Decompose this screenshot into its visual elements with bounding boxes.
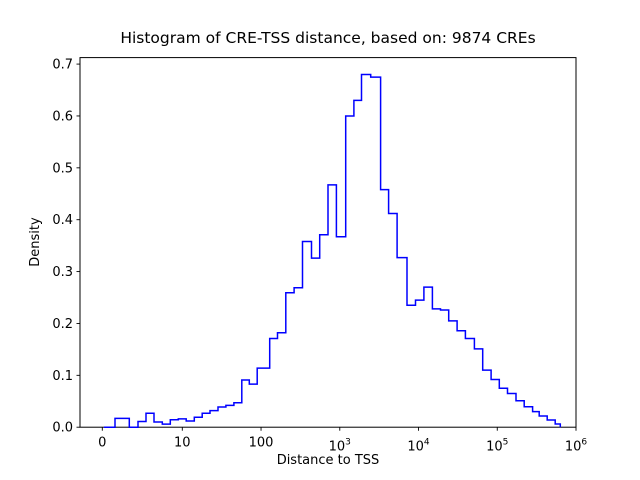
x-axis-label: Distance to TSS bbox=[277, 453, 380, 468]
y-tick-label: 0.0 bbox=[52, 421, 73, 436]
y-tick-label: 0.2 bbox=[52, 317, 73, 332]
y-tick-label: 0.4 bbox=[52, 213, 73, 228]
x-tick-label: 106 bbox=[565, 438, 588, 455]
chart-title: Histogram of CRE-TSS distance, based on:… bbox=[120, 29, 535, 47]
histogram-line bbox=[103, 73, 562, 428]
y-tick-label: 0.7 bbox=[52, 58, 73, 73]
y-tick-label: 0.5 bbox=[52, 161, 73, 176]
x-tick-label: 104 bbox=[407, 438, 430, 455]
y-tick-label: 0.6 bbox=[52, 109, 73, 124]
x-axis-ticks: 0 10 100 103 104 105 106 bbox=[98, 427, 588, 455]
x-tick-label: 100 bbox=[249, 436, 274, 451]
x-tick-label: 103 bbox=[329, 438, 351, 455]
y-tick-label: 0.3 bbox=[52, 265, 73, 280]
x-tick-label: 0 bbox=[98, 436, 106, 451]
plot-area bbox=[79, 57, 577, 428]
y-axis-ticks: 0.0 0.1 0.2 0.3 0.4 0.5 0.6 0.7 bbox=[52, 58, 80, 436]
y-axis-label: Density bbox=[28, 217, 43, 267]
x-tick-label: 105 bbox=[486, 438, 508, 455]
y-tick-label: 0.1 bbox=[52, 369, 73, 384]
x-tick-label: 10 bbox=[174, 436, 191, 451]
